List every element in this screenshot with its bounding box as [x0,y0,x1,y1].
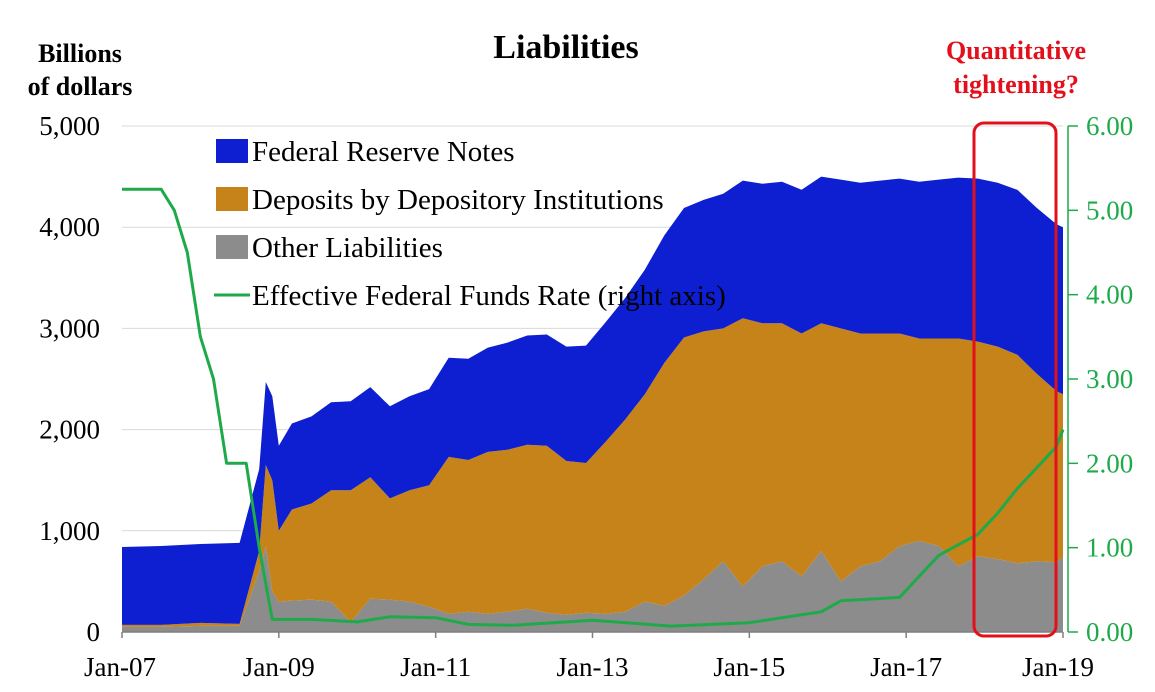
rate-line-layer [122,187,1065,628]
y-left-tick-label: 1,000 [39,516,100,546]
x-tick-label: Jan-07 [84,652,156,682]
area-deposits-by-depository-institutions [122,318,1063,627]
x-tick-label: Jan-11 [400,652,471,682]
rate-line [122,187,1065,628]
x-tick-label: Jan-17 [870,652,942,682]
y-left-tick-label: 0 [87,617,101,647]
legend-entry-label: Deposits by Depository Institutions [252,184,664,216]
y-left-tick-label: 5,000 [39,111,100,141]
legend-entry-label: Other Liabilities [252,232,443,264]
y-right-tick-label: 4.00 [1086,280,1133,310]
y-right-tick-label: 6.00 [1086,111,1133,141]
y-left-tick-label: 3,000 [39,313,100,343]
y-right-tick-label: 2.00 [1086,448,1133,478]
y-right-tick-label: 5.00 [1086,195,1133,225]
y-right-tick-label: 0.00 [1086,617,1133,647]
legend-swatch [216,139,248,163]
y-right-tick-label: 1.00 [1086,533,1133,563]
x-tick-label: Jan-13 [557,652,629,682]
chart-title: Liabilities [493,29,638,66]
chart-text: 0 1,000 2,000 3,000 4,000 5,000 0.00 1.00 2.00 3.… [28,29,1134,682]
axes [121,125,1078,638]
x-tick-label: Jan-15 [713,652,785,682]
area-federal-reserve-notes [122,176,1063,625]
qt-annotation: Quantitative [946,36,1086,65]
x-tick-label: Jan-09 [243,652,315,682]
legend-swatch [216,187,248,211]
x-tick-label: Jan-19 [1022,652,1094,682]
qt-highlight-box [972,121,1058,638]
legend-entry-label: Federal Reserve Notes [252,136,515,168]
qt-annotation: tightening? [953,70,1079,99]
legend-swatch [216,235,248,259]
y-right-tick-label: 3.00 [1086,364,1133,394]
y-left-axis-label: Billions [38,39,122,68]
y-left-axis-label: of dollars [28,72,133,101]
legend-entry-label: Effective Federal Funds Rate (right axis… [252,280,726,312]
y-left-tick-label: 4,000 [39,212,100,242]
y-left-tick-label: 2,000 [39,415,100,445]
legend: Federal Reserve Notes Deposits by Deposit… [214,136,726,312]
